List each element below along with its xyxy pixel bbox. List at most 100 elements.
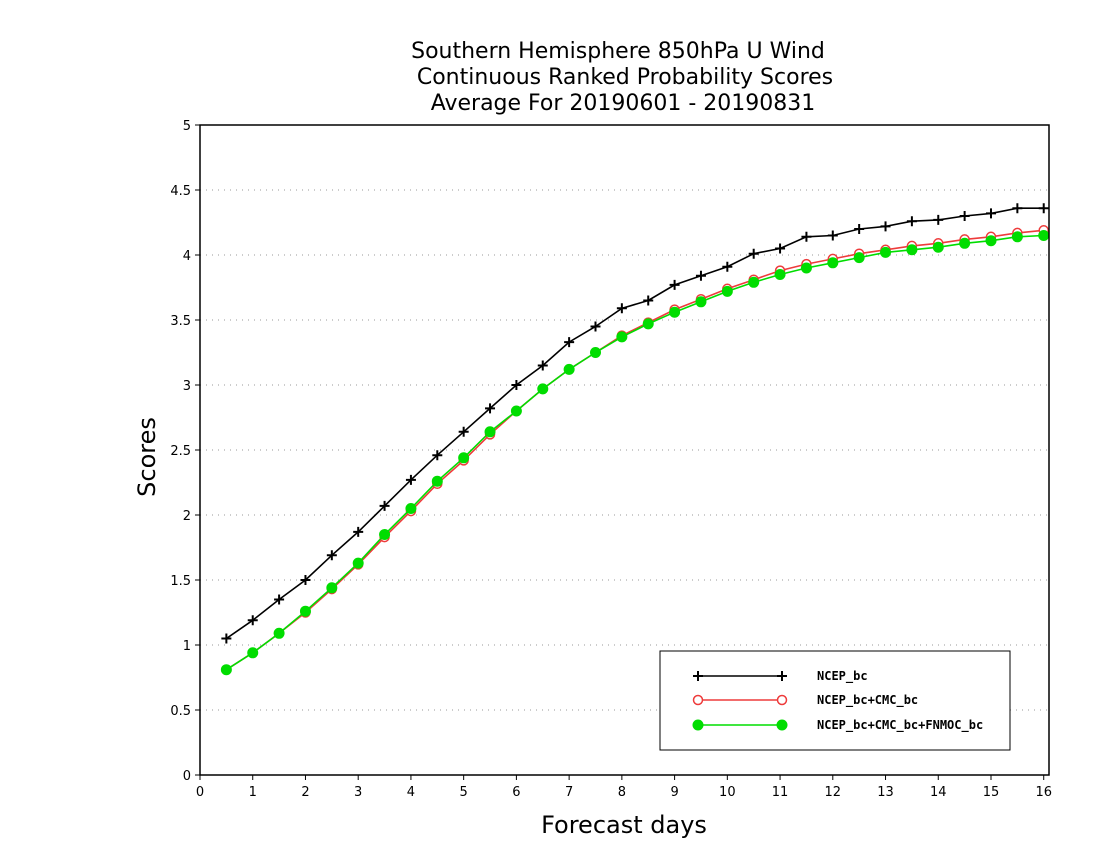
data-point-marker: [590, 321, 601, 332]
series-line: [225, 234, 1044, 671]
axis-ticks: [195, 124, 1045, 780]
data-point-marker: [827, 257, 839, 269]
chart-title-line-1: Southern Hemisphere 850hPa U Wind: [411, 39, 825, 64]
legend-entry: NCEP_bc: [693, 669, 868, 684]
data-point-marker: [880, 246, 892, 258]
data-point-marker: [853, 252, 865, 264]
data-point-marker: [985, 208, 996, 219]
y-tick-label: 1.5: [170, 574, 191, 589]
legend-entry: NCEP_bc+CMC_bc+FNMOC_bc: [692, 718, 983, 733]
data-point-marker: [510, 405, 522, 417]
data-point-marker: [906, 216, 917, 227]
data-point-marker: [299, 605, 311, 617]
y-tick-label: 1: [183, 639, 191, 654]
data-point-marker: [721, 285, 733, 297]
data-point-marker: [511, 380, 522, 390]
x-tick-label: 2: [301, 785, 309, 800]
data-point-marker: [220, 664, 232, 676]
series-line: [225, 229, 1044, 671]
x-tick-label: 14: [930, 785, 947, 800]
x-tick-label: 12: [825, 785, 842, 800]
data-point-marker: [379, 529, 391, 540]
data-point-marker: [1011, 231, 1023, 243]
legend-label: NCEP_bc: [817, 669, 868, 684]
data-point-marker: [854, 224, 865, 234]
data-point-marker: [432, 450, 443, 461]
data-point-marker: [405, 474, 416, 485]
x-tick-label: 1: [249, 785, 257, 800]
data-point-marker: [379, 500, 390, 511]
data-point-marker: [827, 230, 838, 241]
legend-label: NCEP_bc+CMC_bc: [817, 693, 918, 708]
y-tick-labels: 0 0.5 1 1.5 2 2.5 3 3.5 4 4.5 5: [170, 119, 191, 784]
y-tick-label: 3.5: [170, 314, 191, 329]
data-point-marker: [775, 243, 786, 254]
data-point-marker: [774, 269, 786, 280]
chart-title-line-3: Average For 20190601 - 20190831: [431, 91, 816, 116]
legend: NCEP_bc NCEP_bc+CMC_bc NCEP_bc+CMC_bc+FNMO…: [659, 650, 1011, 751]
data-point-marker: [748, 276, 760, 288]
data-point-marker: [643, 295, 654, 306]
legend-marker: [776, 694, 788, 706]
data-point-marker: [274, 594, 285, 605]
data-point-marker: [589, 347, 601, 358]
data-point-marker: [563, 363, 575, 375]
data-point-marker: [748, 248, 759, 259]
legend-entry: NCEP_bc+CMC_bc: [692, 693, 918, 708]
data-point-marker: [959, 211, 970, 221]
data-point-marker: [484, 426, 496, 438]
legend-marker: [692, 694, 704, 706]
y-tick-label: 4: [183, 249, 191, 264]
y-tick-label: 2.5: [170, 444, 191, 459]
series-NCEP_bc+CMC_bc: [221, 225, 1049, 675]
data-point-marker: [353, 526, 364, 537]
x-tick-label: 6: [512, 785, 520, 800]
data-point-marker: [880, 221, 891, 232]
data-point-marker: [616, 331, 628, 343]
legend-marker: [693, 671, 703, 681]
data-point-marker: [642, 318, 654, 330]
x-tick-label: 8: [618, 785, 626, 800]
data-point-marker: [985, 235, 997, 247]
data-point-marker: [1038, 230, 1050, 241]
x-tick-label: 16: [1035, 785, 1052, 800]
data-point-marker: [326, 582, 338, 594]
x-tick-label: 11: [772, 785, 789, 800]
legend-marker: [776, 719, 788, 731]
data-point-marker: [669, 279, 680, 290]
x-tick-label: 9: [670, 785, 678, 800]
x-axis-label: Forecast days: [541, 811, 707, 839]
data-point-marker: [906, 244, 918, 256]
data-point-marker: [959, 237, 971, 249]
y-tick-label: 5: [183, 119, 191, 134]
chart-title-line-2: Continuous Ranked Probability Scores: [417, 65, 833, 90]
data-point-marker: [537, 383, 549, 395]
data-point-marker: [485, 403, 496, 414]
x-tick-label: 10: [719, 785, 736, 800]
series-NCEP_bc: [221, 203, 1049, 644]
x-tick-label: 13: [877, 785, 894, 800]
chart-title: Southern Hemisphere 850hPa U Wind Contin…: [411, 39, 833, 116]
legend-marker: [777, 671, 787, 681]
x-tick-label: 5: [460, 785, 468, 800]
x-tick-label: 4: [407, 785, 415, 800]
series-NCEP_bc+CMC_bc+FNMOC_bc: [220, 230, 1050, 676]
y-tick-label: 4.5: [170, 184, 191, 199]
data-point-marker: [564, 337, 575, 348]
data-point-marker: [537, 360, 548, 371]
y-tick-label: 0.5: [170, 704, 191, 719]
data-point-marker: [300, 575, 311, 585]
data-point-marker: [273, 627, 285, 639]
y-tick-label: 3: [183, 379, 191, 394]
data-point-marker: [932, 241, 944, 253]
data-point-marker: [933, 214, 944, 225]
data-point-marker: [800, 262, 812, 274]
data-point-marker: [616, 303, 627, 314]
x-tick-label: 7: [565, 785, 573, 800]
plot-frame: [199, 124, 1050, 776]
y-axis-label: Scores: [133, 417, 161, 497]
data-point-marker: [352, 557, 364, 569]
x-tick-label: 0: [196, 785, 204, 800]
x-tick-labels: 0 1 2 3 4 5 6 7 8 9 10 11 12 13 14 15 16: [196, 785, 1052, 800]
